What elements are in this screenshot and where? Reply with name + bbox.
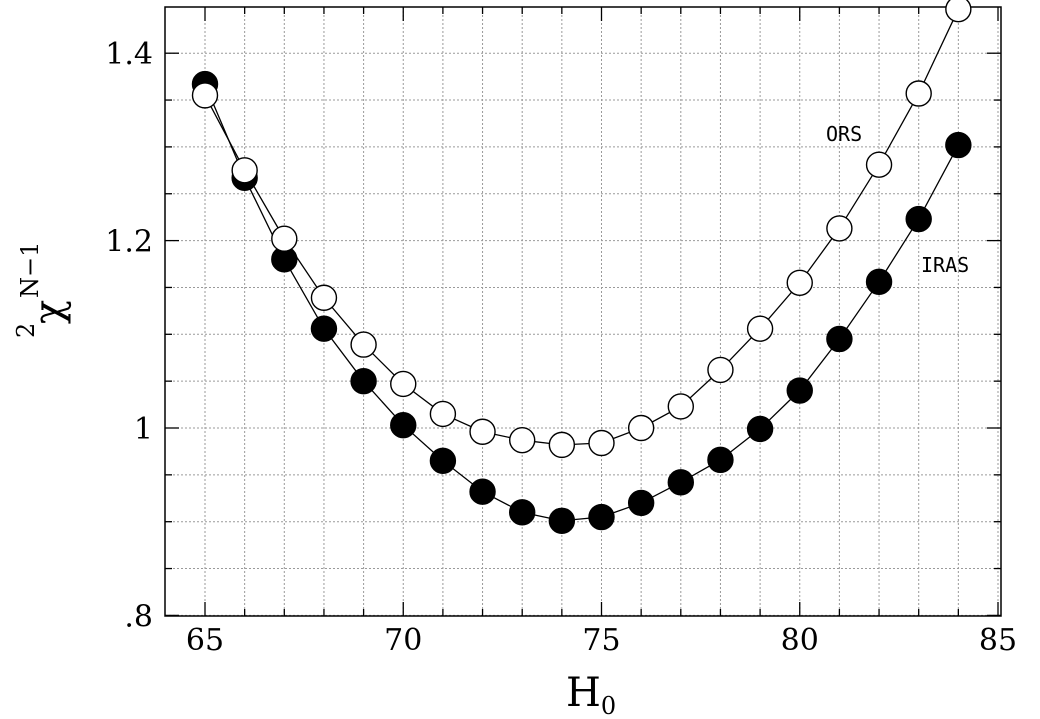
ors-point: [667, 393, 694, 420]
iras-point: [945, 131, 972, 159]
ors-point: [786, 269, 813, 296]
ors-point: [350, 331, 377, 358]
iras-point: [865, 268, 893, 296]
y-tick-label: 1.2: [105, 225, 153, 260]
y-tick-labels: .8 1 1.2 1.4: [105, 37, 153, 634]
x-tick-label: 65: [186, 623, 224, 658]
ors-point: [191, 82, 219, 109]
iras-point: [746, 415, 774, 443]
ors-point: [548, 431, 576, 459]
series-label-iras: IRAS: [921, 253, 969, 277]
iras-point: [310, 315, 338, 342]
series-label-ors: ORS: [826, 122, 862, 146]
x-tick-label: 85: [979, 623, 1017, 658]
ors-point: [905, 80, 932, 107]
series-lines: [204, 8, 959, 522]
ors-point: [390, 370, 417, 398]
x-tick-label: 70: [384, 623, 422, 658]
iras-point: [350, 367, 377, 395]
x-axis-title: H0: [566, 670, 616, 719]
y-axis-title-symbol: χ: [26, 300, 72, 324]
ors-point: [310, 284, 338, 311]
iras-point: [469, 478, 496, 505]
ors-point: [945, 0, 972, 23]
y-tick-label: 1: [134, 412, 153, 447]
ors-point: [865, 151, 893, 178]
iras-point: [905, 205, 932, 233]
x-tick-labels: 65 70 75 80 85: [186, 623, 1017, 658]
x-tick-label: 75: [582, 623, 620, 658]
ors-point: [231, 157, 258, 184]
iras-point: [548, 507, 576, 534]
y-axis-title-superscript: 2: [12, 323, 40, 338]
ors-point: [509, 426, 536, 454]
series-points: [191, 0, 972, 534]
series-labels: ORS IRAS: [826, 122, 969, 277]
ors-point: [707, 356, 734, 384]
ors-point: [429, 400, 457, 428]
y-axis-title-subscript: N−1: [16, 242, 44, 298]
x-axis-title-subscript: 0: [601, 692, 616, 719]
axis-ticks: [165, 7, 1001, 617]
ors-point: [271, 225, 298, 252]
iras-point: [786, 377, 813, 404]
iras-point: [429, 447, 457, 474]
iras-point: [667, 469, 694, 496]
ors-point: [826, 215, 853, 242]
plot-frame: [164, 6, 1002, 617]
y-tick-label: .8: [124, 599, 153, 634]
ors-point: [588, 429, 615, 457]
x-tick-label: 80: [781, 623, 819, 658]
iras-point: [707, 446, 734, 474]
iras-point: [588, 503, 615, 531]
y-axis-title: χ N−1 2: [12, 242, 72, 338]
ors-point: [627, 414, 655, 442]
iras-point: [509, 499, 536, 526]
iras-point: [627, 489, 655, 517]
ors-point: [746, 315, 774, 342]
y-tick-label: 1.4: [105, 37, 153, 72]
grid-lines: [165, 7, 1001, 616]
iras-point: [826, 325, 853, 353]
ors-point: [469, 418, 496, 445]
iras-point: [390, 411, 417, 439]
